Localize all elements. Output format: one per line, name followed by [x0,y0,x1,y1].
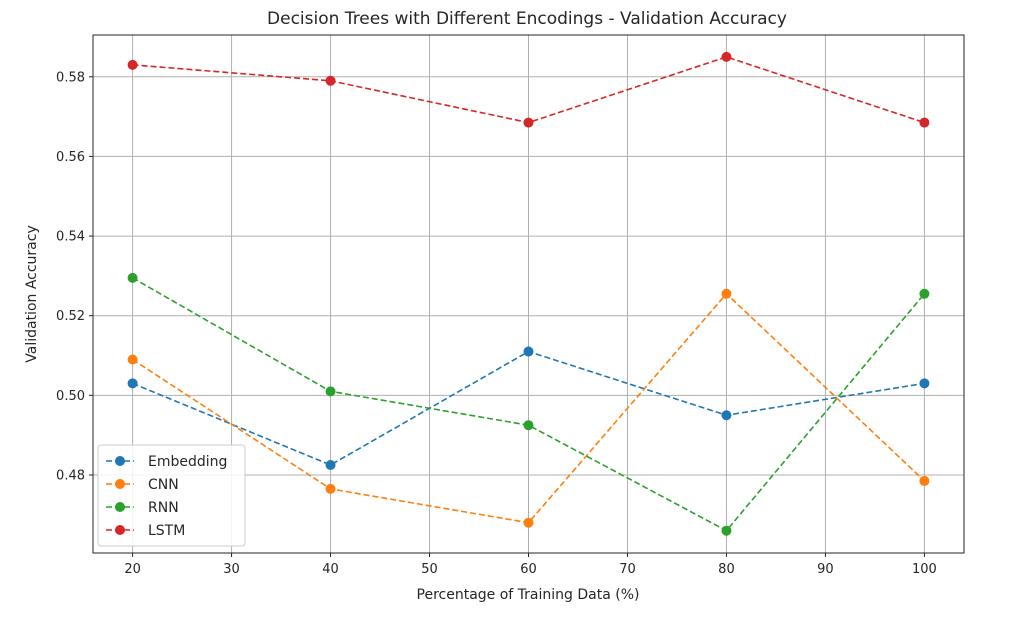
legend-label-cnn: CNN [148,477,179,493]
data-point-lstm [127,59,138,70]
y-tick-label: 0.56 [56,150,85,165]
legend-marker-lstm [115,525,125,535]
legend-marker-embedding [115,456,125,466]
y-tick-label: 0.48 [56,468,85,483]
series-embedding [127,346,930,471]
series-lstm [127,51,930,128]
y-tick-label: 0.54 [56,230,85,245]
legend-label-lstm: LSTM [148,523,185,539]
legend: Embedding CNN RNN LSTM [97,444,246,547]
data-point-cnn [127,354,138,365]
x-tick-label: 50 [421,562,438,577]
grid [93,35,964,553]
data-point-rnn [721,525,732,536]
data-point-rnn [325,386,336,397]
y-tick-label: 0.50 [56,389,85,404]
data-point-embedding [523,346,534,357]
y-tick-label: 0.58 [56,70,85,85]
data-point-cnn [721,288,732,299]
series-lines [127,51,930,536]
data-point-embedding [919,378,930,389]
data-point-lstm [325,75,336,86]
x-tick-label: 90 [817,562,834,577]
data-point-rnn [127,272,138,283]
x-tick-label: 20 [124,562,141,577]
data-point-lstm [523,117,534,128]
data-point-lstm [919,117,930,128]
x-axis-label: Percentage of Training Data (%) [417,587,640,603]
x-tick-label: 80 [718,562,735,577]
x-tick-label: 100 [912,562,937,577]
y-axis-label: Validation Accuracy [24,225,40,363]
y-tick-label: 0.52 [56,309,85,324]
legend-marker-cnn [115,479,125,489]
series-cnn [127,288,930,528]
y-axis-ticks: 0.48 0.50 0.52 0.54 0.56 0.58 [56,70,93,483]
data-point-cnn [523,517,534,528]
data-point-rnn [919,288,930,299]
x-tick-label: 70 [619,562,636,577]
chart-title: Decision Trees with Different Encodings … [267,9,787,29]
x-axis-ticks: 20 30 40 50 60 70 80 90 100 [124,553,937,577]
x-tick-label: 40 [322,562,339,577]
series-rnn [127,272,930,536]
data-point-cnn [919,475,930,486]
legend-box [97,444,246,547]
legend-label-rnn: RNN [148,500,179,516]
data-point-embedding [127,378,138,389]
plot-frame [92,34,965,554]
data-point-lstm [721,51,732,62]
data-point-embedding [325,460,336,471]
x-tick-label: 30 [223,562,240,577]
legend-label-embedding: Embedding [148,454,227,470]
data-point-embedding [721,410,732,421]
data-point-cnn [325,483,336,494]
x-tick-label: 60 [520,562,537,577]
data-point-rnn [523,420,534,431]
legend-marker-rnn [115,502,125,512]
